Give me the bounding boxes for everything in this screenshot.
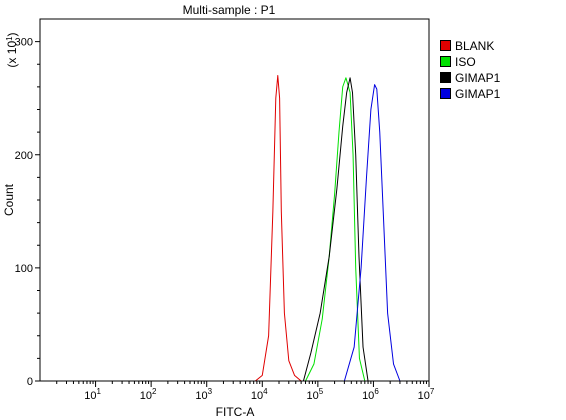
y-multiplier-close: ): [5, 32, 19, 36]
x-tick-label-5: 106: [362, 387, 379, 402]
legend-label-blank: BLANK: [455, 38, 495, 53]
legend-item-gimap1-blue: GIMAP1: [440, 86, 500, 101]
y-tick-label-2: 200: [15, 150, 33, 162]
y-axis-label: Count: [2, 183, 16, 216]
x-tick-label-0: 101: [84, 387, 101, 402]
plot-frame: [39, 18, 430, 382]
y-tick-label-1: 100: [15, 263, 33, 275]
y-tick-label-3: 300: [15, 37, 33, 49]
series-line-1: [305, 77, 366, 382]
legend-item-gimap1-black: GIMAP1: [440, 70, 500, 85]
y-axis-multiplier: (x 101): [5, 32, 19, 67]
chart-title: Multi-sample : P1: [183, 3, 276, 17]
y-axis-ticks: 0 100 200 300: [15, 37, 40, 388]
x-tick-label-1: 102: [140, 387, 157, 402]
legend-swatch-gimap1-blue: [440, 88, 451, 99]
x-tick-label-4: 105: [307, 387, 324, 402]
legend-item-iso: ISO: [440, 54, 500, 69]
x-tick-label-2: 103: [195, 387, 212, 402]
legend-swatch-iso: [440, 56, 451, 67]
y-multiplier-base: (x 10: [5, 41, 19, 68]
legend: BLANK ISO GIMAP1 GIMAP1: [440, 38, 500, 102]
legend-swatch-blank: [440, 40, 451, 51]
x-tick-label-6: 107: [418, 387, 435, 402]
y-multiplier-exp: 1: [5, 36, 14, 41]
x-tick-label-3: 104: [251, 387, 268, 402]
histogram-series: [255, 75, 401, 382]
legend-label-gimap1-blue: GIMAP1: [455, 86, 501, 101]
series-line-3: [343, 84, 401, 382]
x-axis-ticks: 101 102 103 104 105 106 107: [56, 381, 435, 402]
legend-swatch-gimap1-black: [440, 72, 451, 83]
legend-label-gimap1-black: GIMAP1: [455, 70, 501, 85]
x-axis-label: FITC-A: [216, 405, 255, 419]
series-line-2: [302, 77, 369, 382]
y-tick-label-0: 0: [27, 376, 33, 388]
legend-item-blank: BLANK: [440, 38, 500, 53]
legend-label-iso: ISO: [455, 54, 476, 69]
series-line-0: [255, 75, 302, 382]
